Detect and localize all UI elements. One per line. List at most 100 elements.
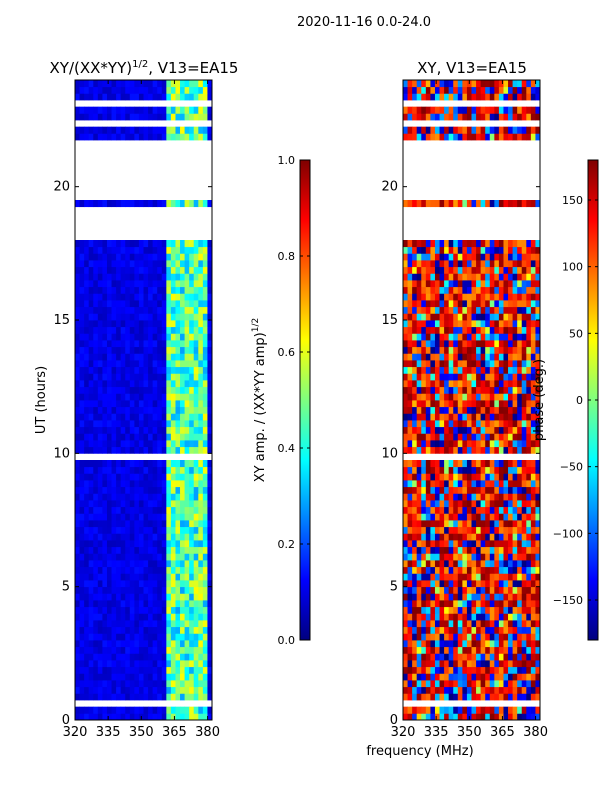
heatmap-cell [485, 713, 491, 720]
heatmap-cell [166, 260, 172, 268]
heatmap-cell [93, 466, 99, 474]
heatmap-cell [184, 200, 190, 208]
heatmap-cell [503, 660, 509, 668]
heatmap-cell [138, 693, 144, 701]
heatmap-cell [448, 93, 454, 101]
heatmap-cell [430, 346, 436, 354]
heatmap-cell [84, 666, 90, 674]
heatmap-cell [476, 200, 482, 208]
heatmap-cell [170, 713, 176, 720]
heatmap-cell [202, 420, 208, 428]
heatmap-cell [425, 93, 431, 101]
heatmap-cell [448, 500, 454, 508]
heatmap-cell [88, 326, 94, 334]
heatmap-cell [462, 513, 468, 521]
heatmap-cell [97, 360, 103, 368]
heatmap-cell [448, 466, 454, 474]
heatmap-cell [403, 366, 408, 374]
heatmap-cell [439, 433, 445, 441]
heatmap-cell [512, 393, 518, 401]
heatmap-cell [120, 360, 126, 368]
heatmap-cell [457, 660, 463, 668]
heatmap-cell [106, 713, 112, 720]
heatmap-cell [184, 373, 190, 381]
heatmap-cell [106, 406, 112, 414]
heatmap-cell [485, 613, 491, 621]
heatmap-cell [457, 620, 463, 628]
heatmap-cell [198, 353, 204, 361]
heatmap-cell [530, 133, 536, 141]
heatmap-cell [434, 366, 440, 374]
heatmap-cell [138, 533, 144, 541]
heatmap-cell [430, 380, 436, 388]
heatmap-cell [148, 420, 154, 428]
heatmap-cell [403, 240, 408, 248]
heatmap-cell [485, 633, 491, 641]
heatmap-cell [444, 506, 450, 514]
heatmap-cell [425, 440, 431, 448]
heatmap-cell [453, 586, 459, 594]
heatmap-cell [407, 480, 413, 488]
heatmap-cell [439, 133, 445, 141]
heatmap-cell [202, 106, 208, 114]
colorbar-tick-label: 0.0 [278, 634, 296, 647]
heatmap-cell [79, 360, 85, 368]
heatmap-cell [161, 386, 167, 394]
heatmap-cell [407, 133, 413, 141]
heatmap-cell [93, 360, 99, 368]
heatmap-cell [476, 620, 482, 628]
heatmap-cell [430, 473, 436, 481]
heatmap-cell [148, 413, 154, 421]
heatmap-cell [430, 466, 436, 474]
heatmap-cell [430, 620, 436, 628]
heatmap-cell [120, 133, 126, 141]
heatmap-cell [485, 486, 491, 494]
heatmap-cell [462, 133, 468, 141]
heatmap-cell [521, 420, 527, 428]
heatmap-cell [143, 660, 149, 668]
heatmap-cell [453, 113, 459, 121]
heatmap-cell [403, 286, 408, 294]
heatmap-cell [453, 613, 459, 621]
heatmap-cell [439, 480, 445, 488]
heatmap-cell [508, 440, 513, 448]
heatmap-cell [84, 480, 90, 488]
heatmap-cell [93, 426, 99, 434]
heatmap-cell [466, 593, 472, 601]
heatmap-cell [517, 326, 523, 334]
heatmap-cell [512, 386, 518, 394]
heatmap-cell [202, 406, 208, 414]
heatmap-cell [498, 293, 504, 301]
heatmap-cell [448, 653, 454, 661]
heatmap-cell [412, 286, 418, 294]
heatmap-cell [134, 580, 140, 588]
heatmap-cell [521, 346, 527, 354]
heatmap-cell [412, 580, 418, 588]
heatmap-cell [129, 480, 135, 488]
heatmap-cell [184, 500, 190, 508]
heatmap-cell [75, 526, 80, 534]
heatmap-cell [526, 293, 532, 301]
heatmap-cell [148, 560, 154, 568]
heatmap-cell [116, 493, 122, 501]
heatmap-cell [535, 520, 540, 528]
heatmap-cell [407, 80, 413, 88]
heatmap-cell [106, 513, 112, 521]
heatmap-cell [485, 300, 491, 308]
heatmap-cell [521, 406, 527, 414]
heatmap-cell [88, 593, 94, 601]
heatmap-cell [202, 600, 208, 608]
heatmap-cell [430, 686, 436, 694]
heatmap-cell [512, 573, 518, 581]
heatmap-cell [471, 126, 477, 134]
heatmap-cell [102, 626, 108, 634]
heatmap-cell [498, 626, 504, 634]
heatmap-cell [161, 480, 167, 488]
heatmap-cell [407, 526, 413, 534]
heatmap-cell [403, 606, 408, 614]
heatmap-cell [526, 320, 532, 328]
heatmap-cell [116, 273, 122, 281]
heatmap-cell [75, 500, 80, 508]
heatmap-cell [466, 480, 472, 488]
heatmap-cell [88, 406, 94, 414]
